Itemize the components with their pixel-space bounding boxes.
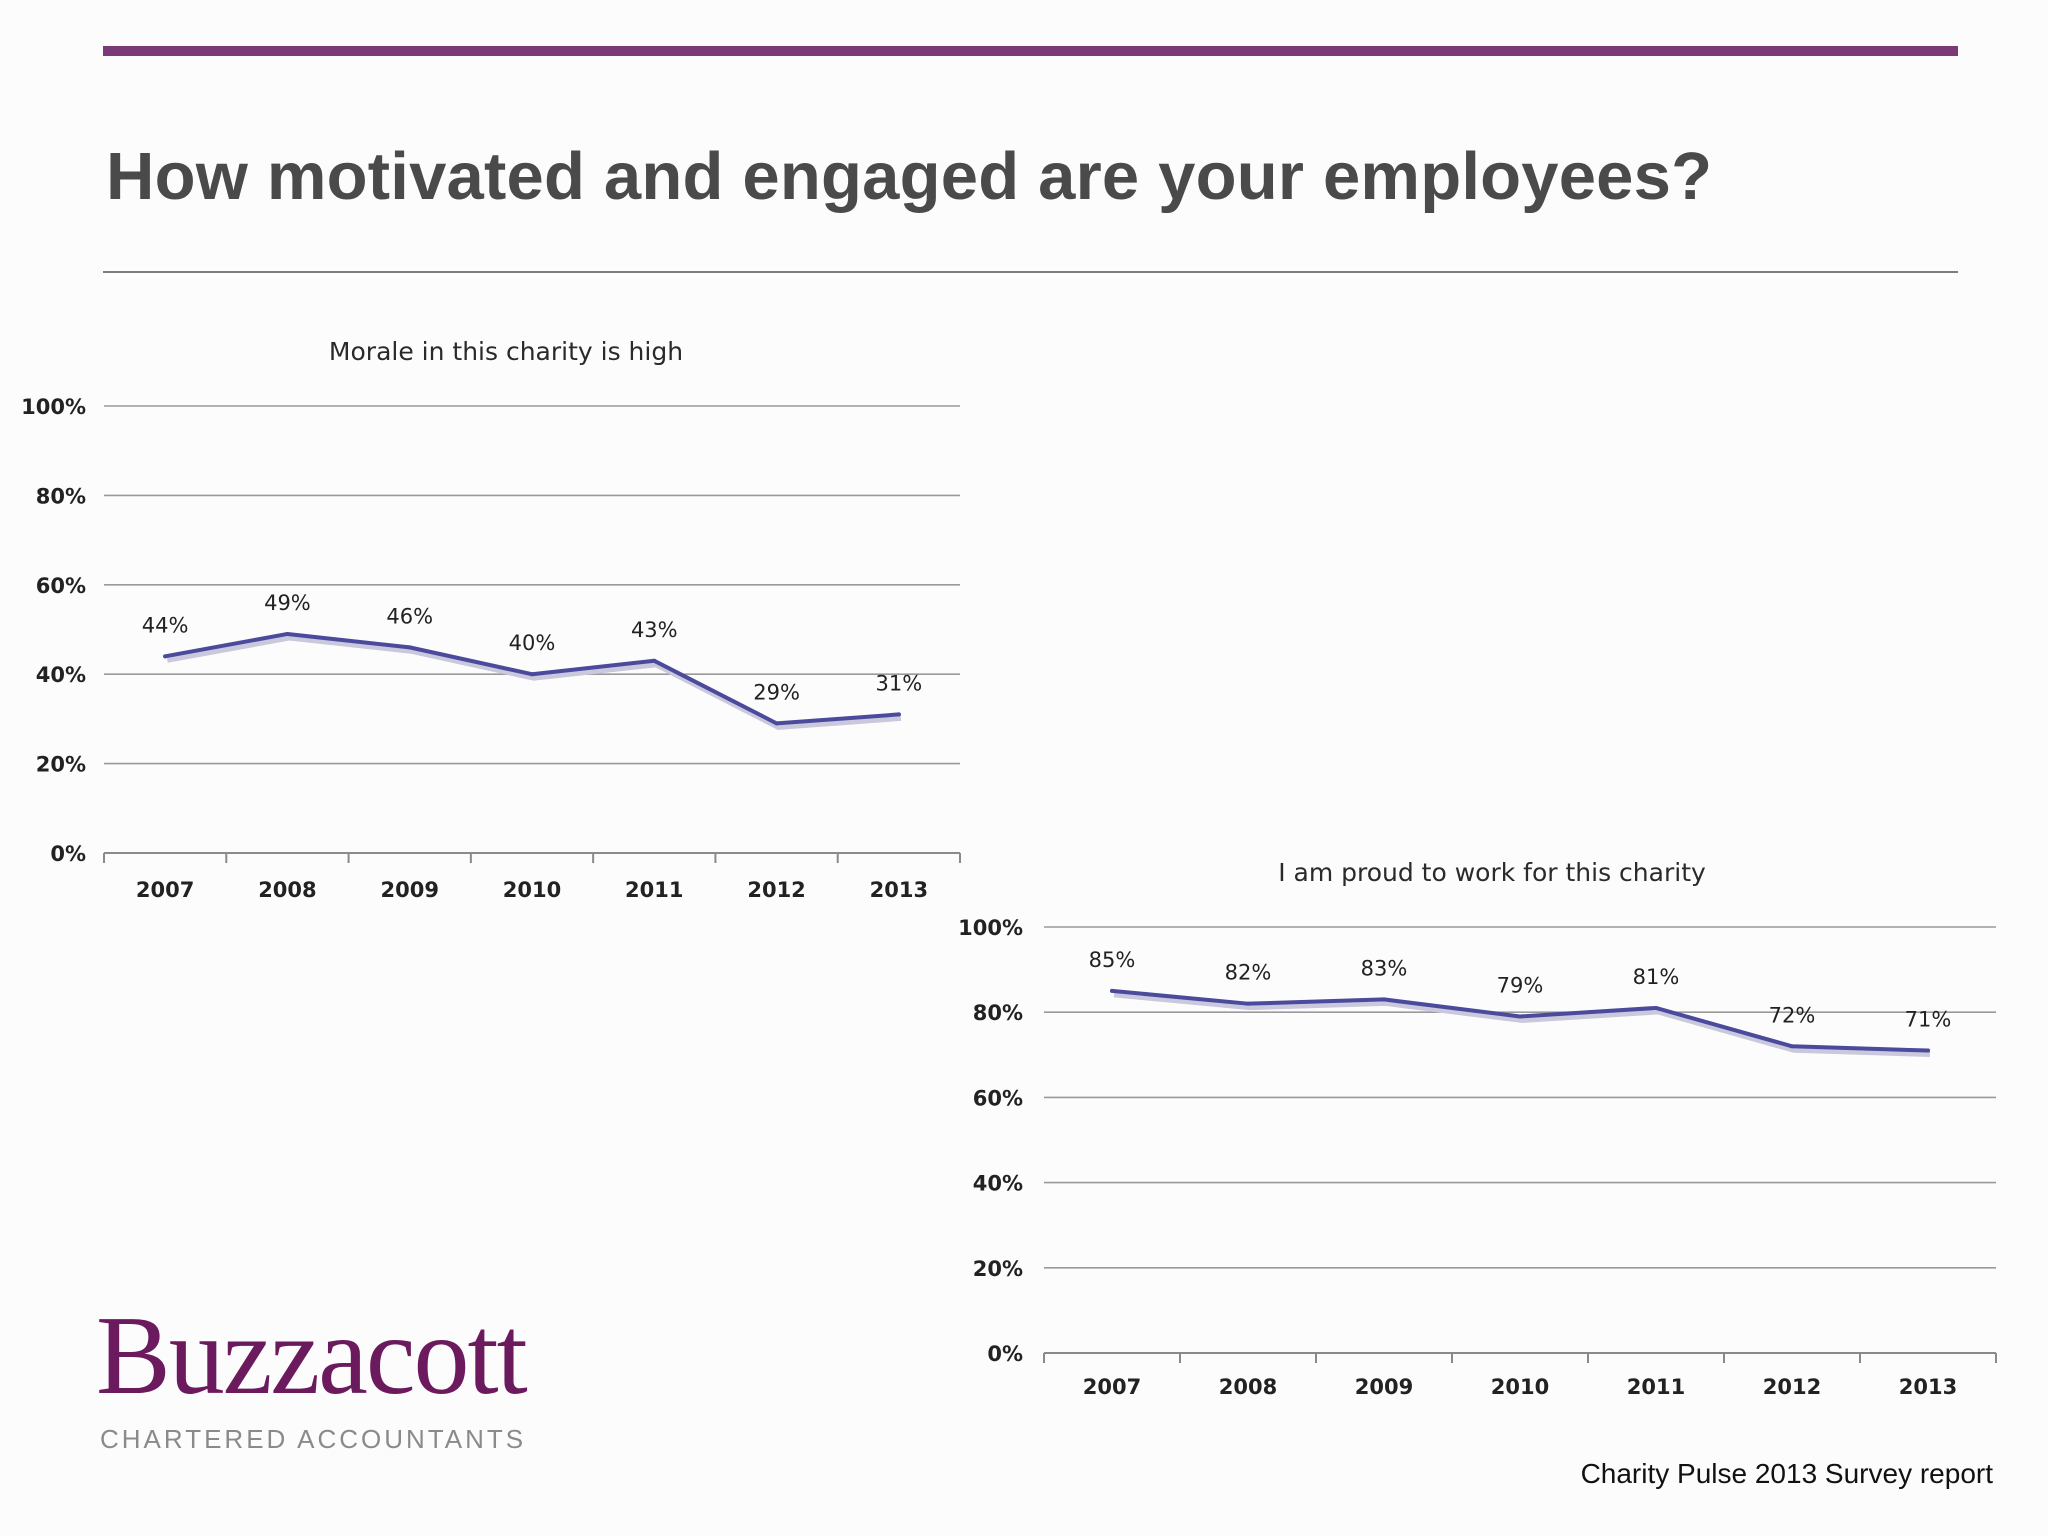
x-tick-label: 2011 [1627, 1375, 1685, 1399]
data-label: 83% [1361, 956, 1408, 980]
data-label: 79% [1497, 973, 1544, 997]
chart-proud: I am proud to work for this charity 0% 20%… [958, 858, 1997, 1399]
series-line-shadow [166, 633, 902, 730]
y-tick-label: 80% [973, 1001, 1023, 1025]
footer-source: Charity Pulse 2013 Survey report [1580, 1458, 1993, 1489]
data-point [1246, 1001, 1250, 1006]
data-label: 71% [1905, 1008, 1952, 1032]
data-point [774, 721, 779, 726]
page-title: How motivated and engaged are your emplo… [106, 139, 1713, 214]
logo-tagline: CHARTERED ACCOUNTANTS [100, 1424, 527, 1454]
data-point [285, 631, 290, 636]
data-label: 49% [264, 591, 311, 615]
y-tick-label: 80% [36, 484, 86, 508]
data-label: 29% [753, 680, 800, 704]
data-label: 85% [1089, 948, 1136, 972]
x-tick-label: 2007 [1083, 1375, 1141, 1399]
x-tick-label: 2008 [1219, 1375, 1277, 1399]
data-label: 44% [142, 613, 189, 637]
data-point [407, 645, 412, 650]
y-tick-label: 40% [36, 663, 86, 687]
y-tick-label: 20% [973, 1257, 1023, 1281]
data-point [163, 654, 168, 659]
data-label: 81% [1633, 965, 1680, 989]
data-point [1110, 988, 1114, 993]
data-point [1382, 997, 1386, 1002]
data-point [1654, 1005, 1658, 1010]
title-divider [103, 271, 1958, 273]
data-point [1518, 1014, 1522, 1019]
y-tick-label: 0% [987, 1342, 1023, 1366]
data-point [530, 672, 534, 677]
buzzacott-logo: Buzzacott CHARTERED ACCOUNTANTS [96, 1294, 528, 1455]
y-tick-label: 40% [973, 1172, 1023, 1196]
data-label: 43% [631, 618, 678, 642]
data-label: 31% [876, 671, 923, 695]
y-tick-label: 0% [50, 842, 86, 866]
chart-morale: Morale in this charity is high 0% 20% 40% 60… [21, 337, 961, 902]
series-line-shadow [1113, 990, 1931, 1058]
x-tick-label: 2012 [1763, 1375, 1821, 1399]
data-point [896, 712, 901, 717]
data-label: 46% [386, 604, 433, 628]
data-point [1926, 1048, 1930, 1053]
x-tick-label: 2013 [1899, 1375, 1957, 1399]
data-label: 40% [509, 631, 556, 655]
x-tick-label: 2012 [747, 878, 805, 902]
x-tick-label: 2010 [1491, 1375, 1549, 1399]
data-label: 82% [1225, 961, 1272, 985]
x-tick-label: 2008 [258, 878, 316, 902]
accent-bar [103, 46, 1958, 56]
y-tick-label: 60% [973, 1086, 1023, 1110]
data-label: 72% [1769, 1003, 1816, 1027]
data-point [652, 658, 657, 663]
x-tick-label: 2011 [625, 878, 683, 902]
chart-title: Morale in this charity is high [329, 337, 683, 366]
logo-wordmark: Buzzacott [96, 1294, 528, 1418]
y-tick-label: 100% [958, 916, 1023, 940]
y-tick-label: 20% [36, 753, 86, 777]
y-tick-label: 60% [36, 574, 86, 598]
y-tick-label: 100% [21, 395, 86, 419]
x-tick-label: 2010 [503, 878, 561, 902]
x-tick-label: 2007 [136, 878, 194, 902]
x-tick-label: 2009 [1355, 1375, 1413, 1399]
x-tick-label: 2009 [380, 878, 438, 902]
data-point [1790, 1044, 1794, 1049]
chart-title: I am proud to work for this charity [1278, 858, 1706, 887]
x-tick-label: 2013 [870, 878, 928, 902]
